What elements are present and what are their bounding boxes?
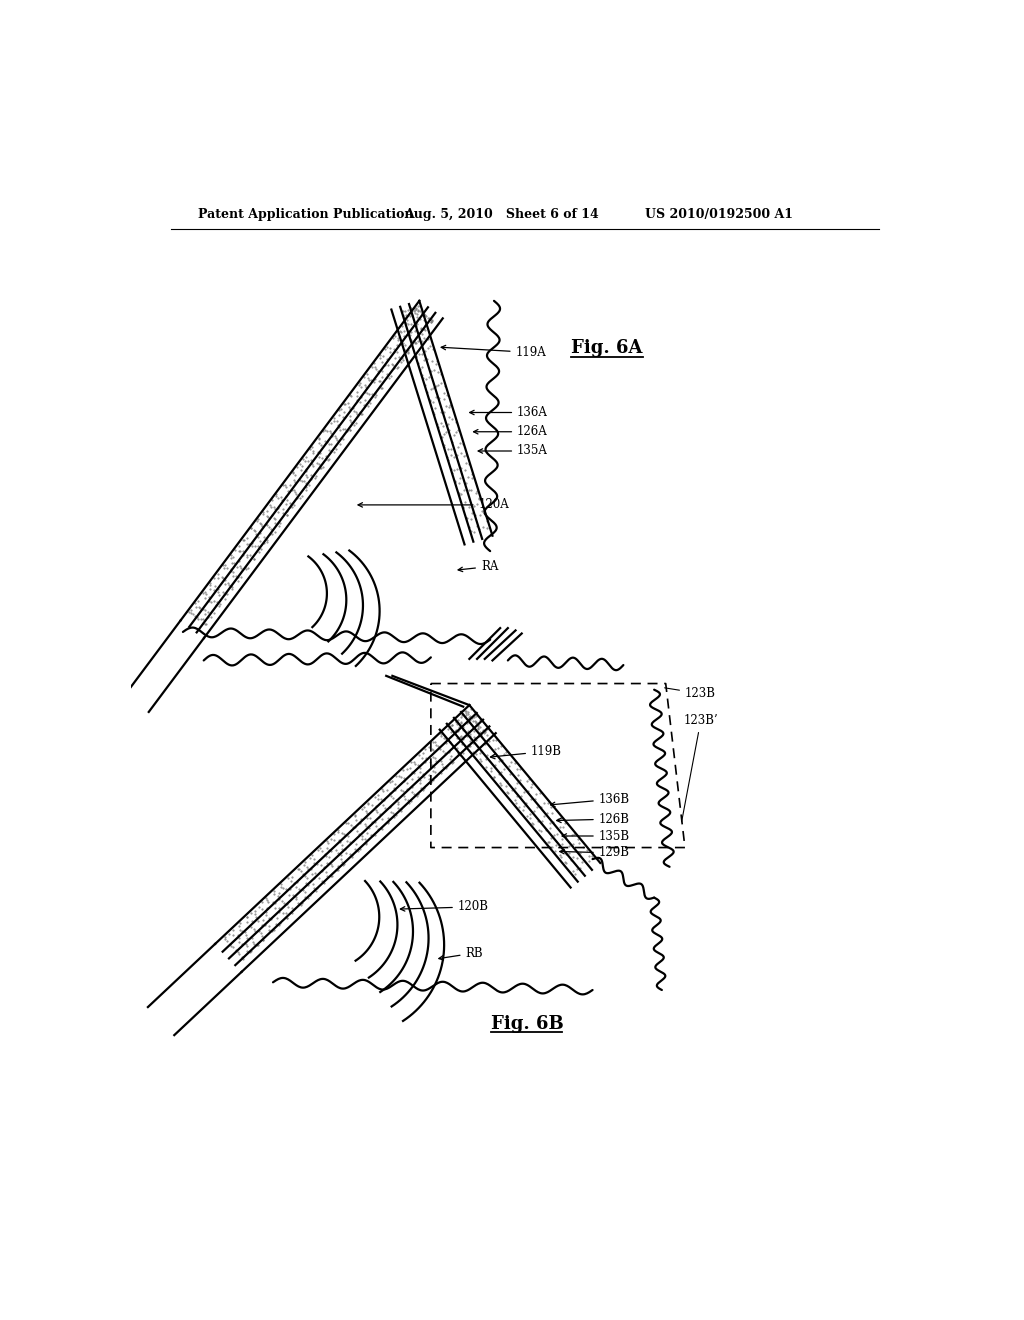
Text: 135B: 135B xyxy=(562,829,630,842)
Text: RA: RA xyxy=(458,560,499,573)
Text: 119A: 119A xyxy=(441,346,547,359)
Text: 126A: 126A xyxy=(473,425,548,438)
Text: 136A: 136A xyxy=(470,407,548,418)
Text: 136B: 136B xyxy=(551,792,630,807)
Text: 119B: 119B xyxy=(490,744,562,759)
Text: RB: RB xyxy=(439,946,483,960)
Text: Patent Application Publication: Patent Application Publication xyxy=(199,209,414,222)
Text: 135A: 135A xyxy=(478,445,548,458)
Text: 120B: 120B xyxy=(400,900,488,913)
Text: 126B: 126B xyxy=(557,813,630,825)
Text: Fig. 6B: Fig. 6B xyxy=(490,1015,563,1032)
Text: 129B: 129B xyxy=(560,846,630,859)
Text: 123B’: 123B’ xyxy=(682,714,718,822)
Text: Fig. 6A: Fig. 6A xyxy=(571,339,642,358)
Text: 123B: 123B xyxy=(665,686,716,700)
Text: US 2010/0192500 A1: US 2010/0192500 A1 xyxy=(645,209,793,222)
Text: 120A: 120A xyxy=(358,499,509,511)
Text: Aug. 5, 2010   Sheet 6 of 14: Aug. 5, 2010 Sheet 6 of 14 xyxy=(403,209,599,222)
